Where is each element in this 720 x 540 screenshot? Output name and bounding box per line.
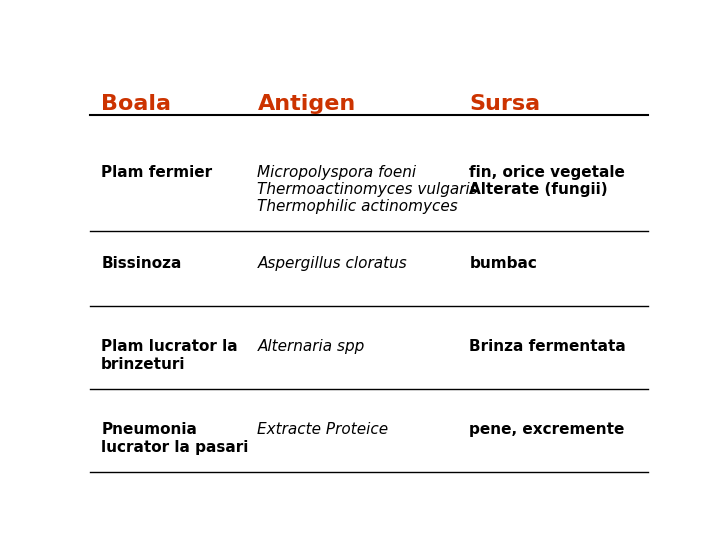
Text: Aspergillus cloratus: Aspergillus cloratus xyxy=(258,256,407,271)
Text: Bissinoza: Bissinoza xyxy=(101,256,181,271)
Text: Sursa: Sursa xyxy=(469,94,541,114)
Text: fin, orice vegetale
Alterate (fungii): fin, orice vegetale Alterate (fungii) xyxy=(469,165,625,197)
Text: Extracte Proteice: Extracte Proteice xyxy=(258,422,389,437)
Text: Pneumonia
lucrator la pasari: Pneumonia lucrator la pasari xyxy=(101,422,248,455)
Text: Alternaria spp: Alternaria spp xyxy=(258,339,364,354)
Text: pene, excremente: pene, excremente xyxy=(469,422,625,437)
Text: Plam fermier: Plam fermier xyxy=(101,165,212,180)
Text: Boala: Boala xyxy=(101,94,171,114)
Text: Micropolyspora foeni
Thermoactinomyces vulgaris
Thermophilic actinomyces: Micropolyspora foeni Thermoactinomyces v… xyxy=(258,165,478,214)
Text: Plam lucrator la
brinzeturi: Plam lucrator la brinzeturi xyxy=(101,339,238,372)
Text: bumbac: bumbac xyxy=(469,256,537,271)
Text: Brinza fermentata: Brinza fermentata xyxy=(469,339,626,354)
Text: Antigen: Antigen xyxy=(258,94,356,114)
